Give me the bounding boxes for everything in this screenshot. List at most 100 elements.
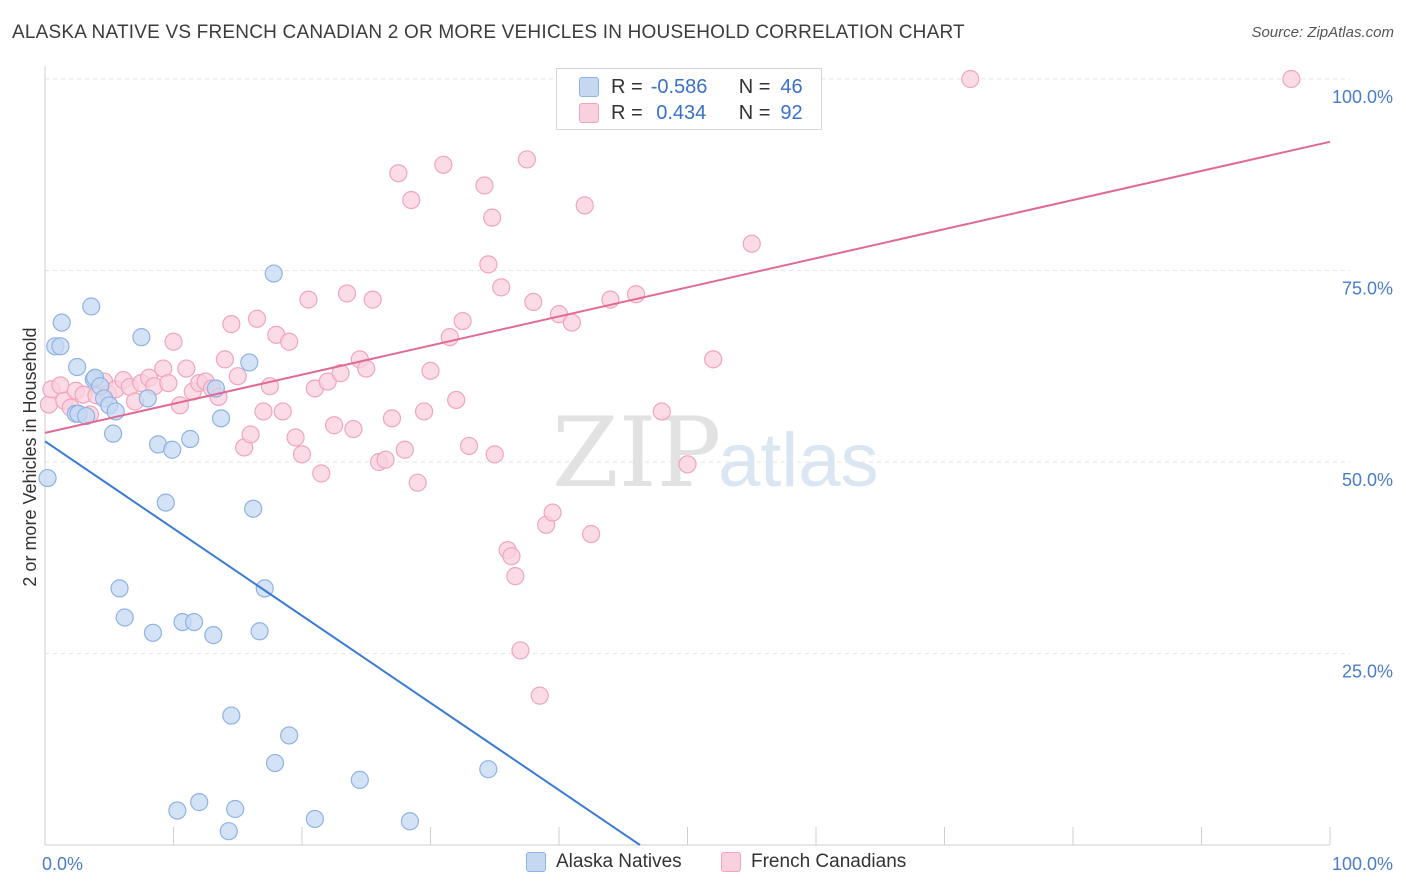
legend-n-label: N =	[738, 75, 771, 98]
french-canadians-point-20	[164, 332, 183, 351]
french-canadians-point-29	[222, 315, 241, 334]
alaska-natives-point-2	[51, 337, 70, 356]
alaska-natives-trend-line	[44, 440, 641, 846]
y-axis-label: 2 or more Vehicles in Household	[20, 327, 40, 586]
french-canadians-point-28	[215, 350, 234, 369]
chart-title: ALASKA NATIVE VS FRENCH CANADIAN 2 OR MO…	[12, 22, 965, 43]
french-canadians-point-58	[408, 473, 427, 492]
alaska-natives-point-24	[168, 801, 187, 820]
french-canadians-point-38	[280, 332, 299, 351]
french-canadians-point-45	[325, 416, 344, 435]
stats-legend: R = -0.586 N = 46 R = 0.434 N = 92	[556, 68, 822, 130]
alaska-natives-point-39	[264, 264, 283, 283]
alaska-natives-point-23	[163, 440, 182, 459]
legend-row-alaska: R = -0.586 N = 46	[579, 74, 803, 100]
alaska-natives-point-29	[204, 626, 223, 645]
alaska-natives-point-28	[190, 793, 209, 812]
chart-source: Source: ZipAtlas.com	[1251, 24, 1394, 41]
french-canadians-point-66	[475, 176, 494, 195]
french-canadians-point-46	[331, 364, 350, 383]
french-canadians-point-55	[389, 164, 408, 183]
alaska-natives-point-36	[244, 499, 263, 518]
alaska-natives-point-20	[143, 623, 163, 642]
legend-row-french: R = 0.434 N = 92	[579, 100, 803, 126]
french-canadians-point-47	[337, 284, 357, 303]
y-tick-label-2: 50.0%	[1342, 470, 1393, 490]
alaska-natives-point-18	[132, 328, 151, 347]
french-canadians-trend-line	[44, 140, 1331, 434]
alaska-natives-point-41	[280, 726, 299, 745]
french-canadians-point-19	[159, 374, 178, 393]
y-tick-label-0: 100.0%	[1332, 87, 1393, 107]
alaska-natives-point-35	[240, 353, 259, 372]
french-canadians-point-22	[177, 359, 196, 378]
french-canadians-point-30	[228, 367, 247, 386]
legend-r-value: 0.434	[650, 101, 707, 124]
french-canadians-point-82	[575, 196, 594, 215]
alaska-natives-point-0	[38, 468, 57, 488]
french-canadians-point-74	[511, 641, 530, 660]
alaska-legend-swatch	[526, 852, 546, 872]
legend-label-french: French Canadians	[751, 851, 907, 872]
x-tick-label-1: 100.0%	[1332, 854, 1393, 874]
french-canadians-point-88	[704, 350, 723, 369]
french-legend-swatch	[721, 852, 741, 872]
alaska-natives-point-5	[68, 357, 87, 377]
french-canadians-point-43	[312, 464, 331, 483]
alaska-natives-point-43	[350, 770, 369, 789]
french-canadians-point-48	[344, 419, 363, 439]
alaska-natives-point-34	[226, 799, 245, 819]
french-canadians-point-77	[530, 686, 549, 705]
legend-n-label: N =	[738, 101, 771, 124]
grid-layer	[45, 78, 1350, 654]
alaska-natives-point-33	[222, 706, 241, 725]
legend-label-alaska: Alaska Natives	[556, 851, 682, 872]
watermark-zip: ZIP	[552, 397, 721, 509]
french-canadians-point-90	[961, 69, 980, 89]
french-canadians-point-65	[459, 436, 479, 456]
french-canadians-point-89	[742, 234, 761, 253]
y-tick-label-3: 25.0%	[1342, 662, 1393, 682]
alaska-natives-point-22	[156, 493, 175, 512]
alaska-natives-points	[38, 264, 498, 841]
french-canadians-point-83	[582, 524, 601, 544]
legend-r-label: R =	[611, 75, 643, 98]
french-canadians-point-53	[376, 450, 395, 469]
y-tick-label-1: 75.0%	[1342, 279, 1393, 299]
alaska-natives-point-17	[115, 608, 134, 627]
alaska-natives-point-19	[138, 389, 157, 408]
alaska-natives-point-32	[219, 822, 238, 841]
french-canadians-point-40	[292, 445, 312, 464]
french-canadians-point-87	[678, 455, 697, 474]
x-tick-label-0: 0.0%	[42, 854, 83, 874]
french-swatch	[579, 103, 599, 123]
alaska-natives-point-40	[265, 753, 285, 773]
french-canadians-point-61	[434, 155, 453, 174]
french-canadians-point-37	[273, 402, 292, 421]
french-canadians-point-64	[453, 311, 472, 331]
alaska-swatch	[579, 77, 599, 97]
alaska-natives-point-3	[52, 313, 71, 332]
french-canadians-points	[39, 69, 1301, 705]
french-canadians-point-56	[395, 440, 414, 459]
french-canadians-point-57	[402, 190, 421, 210]
french-canadians-point-54	[382, 409, 402, 428]
french-canadians-point-86	[652, 402, 671, 421]
french-canadians-point-21	[170, 396, 190, 415]
french-canadians-point-50	[357, 359, 376, 378]
french-canadians-point-68	[483, 208, 502, 227]
french-canadians-point-0	[39, 395, 58, 414]
french-canadians-point-44	[318, 372, 337, 391]
french-canadians-point-60	[421, 361, 440, 380]
legend-item-alaska-natives: Alaska Natives	[526, 851, 682, 873]
legend-item-french-canadians: French Canadians	[721, 851, 906, 873]
legend-n-value: 92	[780, 101, 803, 124]
french-canadians-point-75	[517, 150, 536, 169]
french-canadians-point-79	[543, 503, 562, 522]
french-canadians-point-59	[414, 402, 434, 421]
french-canadians-point-2	[51, 376, 70, 395]
french-canadians-point-51	[363, 290, 382, 309]
alaska-natives-point-45	[479, 760, 498, 779]
french-canadians-point-63	[447, 390, 466, 410]
french-canadians-point-73	[506, 567, 525, 586]
